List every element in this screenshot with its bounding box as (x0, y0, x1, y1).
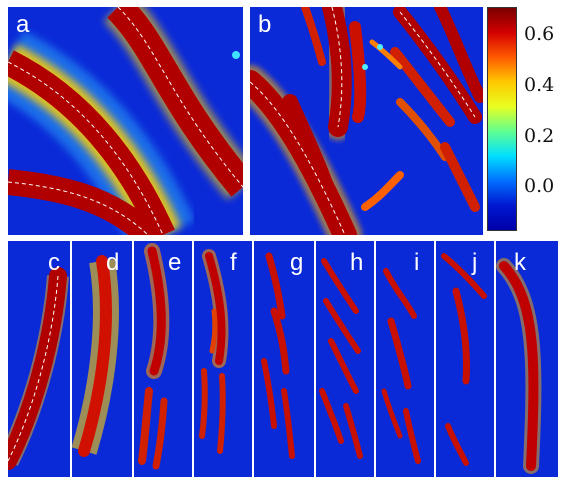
panel-label-b: b (258, 11, 272, 38)
panel-label-c: c (48, 249, 60, 276)
panel-j: j (436, 241, 494, 477)
colorbar-tick-0.4: 0.4 (524, 74, 555, 96)
panel-b: b (250, 7, 483, 235)
panel-f: f (194, 241, 252, 477)
colorbar-tick-0.2: 0.2 (524, 125, 555, 147)
panel-label-d: d (106, 249, 120, 276)
panel-label-e: e (168, 249, 182, 276)
panel-label-g: g (290, 249, 304, 276)
panel-a: a (8, 7, 243, 235)
panel-e: e (134, 241, 192, 477)
colorbar-tick-0.6: 0.6 (524, 23, 555, 45)
panel-h: h (316, 241, 374, 477)
panel-label-j: j (472, 249, 478, 276)
panel-i: i (376, 241, 434, 477)
panel-label-i: i (414, 249, 420, 276)
panel-label-f: f (230, 249, 237, 276)
panel-k: k (496, 241, 558, 477)
panel-label-k: k (514, 249, 526, 276)
colorbar-tick-0.0: 0.0 (524, 175, 555, 197)
panel-a-field (8, 7, 243, 235)
panel-label-h: h (350, 249, 364, 276)
panel-c: c (8, 241, 70, 477)
panel-b-field (250, 7, 483, 235)
panel-label-a: a (16, 11, 30, 38)
panel-d: d (72, 241, 132, 477)
colorbar (487, 7, 517, 231)
panel-g: g (254, 241, 314, 477)
